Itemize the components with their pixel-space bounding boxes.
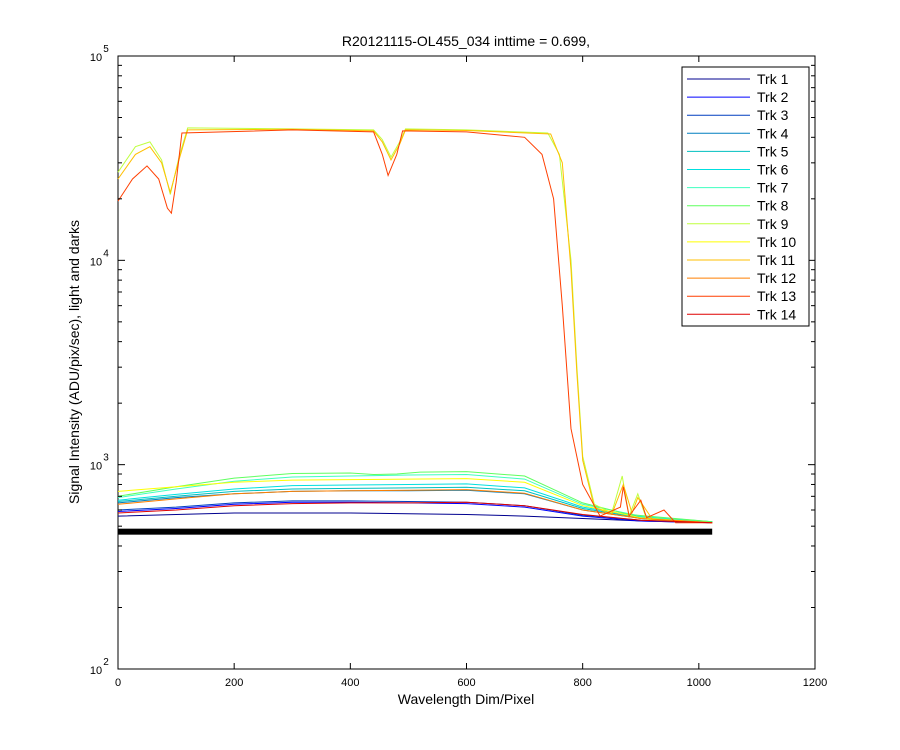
legend-label-trk-9: Trk 9 bbox=[757, 216, 789, 232]
legend-label-trk-10: Trk 10 bbox=[757, 234, 796, 250]
series-line-trk-8 bbox=[117, 471, 713, 523]
x-tick-label: 600 bbox=[457, 677, 475, 689]
y-tick-label-exp: 4 bbox=[103, 248, 109, 259]
x-tick-label: 200 bbox=[225, 677, 243, 689]
legend-box bbox=[681, 66, 810, 327]
y-tick-label-base: 10 bbox=[90, 461, 102, 473]
series-line-trk-1 bbox=[117, 512, 713, 524]
x-tick-label: 0 bbox=[115, 677, 121, 689]
legend-label-trk-14: Trk 14 bbox=[757, 306, 796, 322]
series-line-trk-3 bbox=[117, 500, 713, 524]
legend-label-trk-6: Trk 6 bbox=[757, 162, 789, 178]
series-line-trk-11 bbox=[117, 128, 713, 524]
legend-label-trk-2: Trk 2 bbox=[757, 89, 789, 105]
x-axis-label: Wavelength Dim/Pixel bbox=[398, 691, 534, 707]
series-line-trk-10 bbox=[117, 478, 713, 524]
y-tick-label-exp: 3 bbox=[103, 453, 109, 464]
x-tick-label: 400 bbox=[341, 677, 359, 689]
series-line-trk-14 bbox=[117, 501, 713, 524]
legend-label-trk-7: Trk 7 bbox=[757, 180, 789, 196]
dark-frame-band bbox=[118, 528, 713, 535]
legend: Trk 1 Trk 2 Trk 3 Trk 4 Trk 5 Trk 6 Trk 7 Trk 8… bbox=[681, 66, 810, 327]
x-tick-label: 800 bbox=[573, 677, 591, 689]
chart-title: R20121115-OL455_034 inttime = 0.699, bbox=[342, 33, 590, 49]
y-axis-label: Signal Intensity (ADU/pix/sec), light an… bbox=[66, 220, 82, 504]
x-tick-label: 1000 bbox=[687, 677, 711, 689]
series-line-trk-12 bbox=[117, 489, 713, 524]
series-line-trk-13 bbox=[117, 129, 713, 524]
y-tick-label-base: 10 bbox=[90, 52, 102, 64]
legend-label-trk-3: Trk 3 bbox=[757, 107, 789, 123]
legend-label-trk-12: Trk 12 bbox=[757, 270, 796, 286]
legend-label-trk-13: Trk 13 bbox=[757, 288, 796, 304]
y-tick-label-base: 10 bbox=[90, 256, 102, 268]
series-layer bbox=[117, 127, 713, 524]
legend-label-trk-1: Trk 1 bbox=[757, 71, 789, 87]
x-tick-label: 1200 bbox=[803, 677, 827, 689]
y-tick-label-exp: 5 bbox=[103, 44, 109, 55]
y-tick-label-base: 10 bbox=[90, 665, 102, 677]
legend-label-trk-4: Trk 4 bbox=[757, 125, 789, 141]
series-line-trk-5 bbox=[117, 486, 713, 523]
y-tick-label-exp: 2 bbox=[103, 657, 109, 668]
dark-frames bbox=[118, 528, 713, 535]
legend-label-trk-5: Trk 5 bbox=[757, 143, 789, 159]
legend-label-trk-8: Trk 8 bbox=[757, 198, 789, 214]
legend-label-trk-11: Trk 11 bbox=[757, 252, 795, 268]
